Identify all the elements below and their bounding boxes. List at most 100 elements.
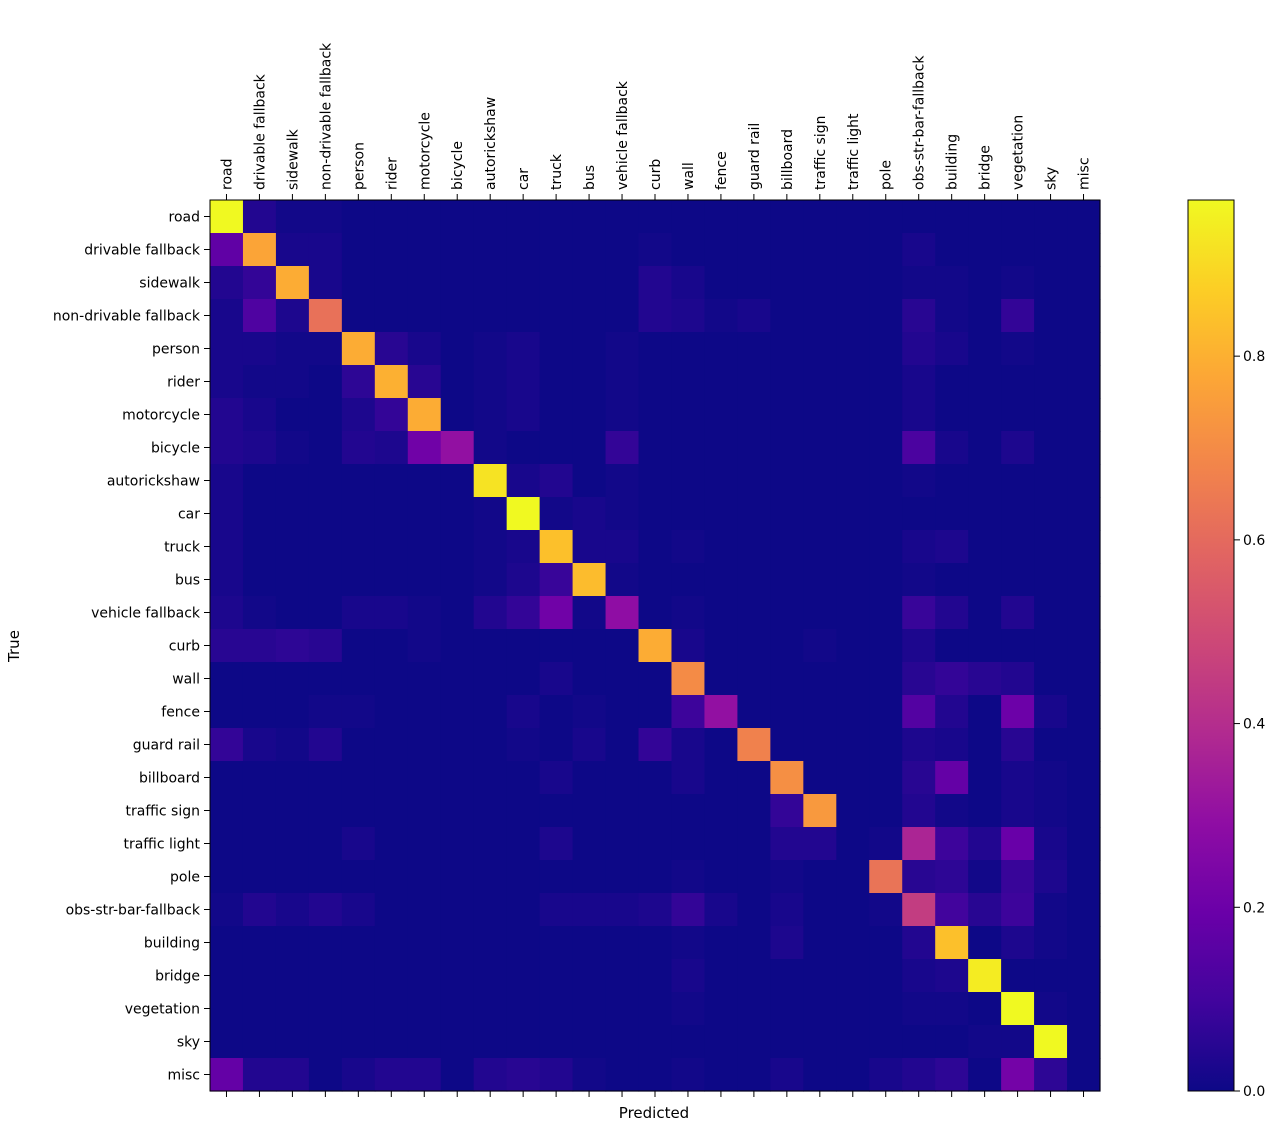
heatmap-cell (968, 563, 1002, 597)
heatmap-cell (473, 662, 508, 696)
heatmap-cell (1001, 629, 1035, 663)
y-tick-label: obs-str-bar-fallback (66, 903, 201, 919)
heatmap-cell (1034, 926, 1068, 960)
heatmap-cell (572, 266, 607, 300)
heatmap-cell (1001, 794, 1035, 828)
heatmap-cell (935, 332, 969, 366)
heatmap-cell (539, 530, 574, 564)
y-axis-ticks: road drivable fallback sidewalk non-drivabl… (53, 210, 210, 1084)
heatmap-cell (1034, 893, 1068, 927)
heatmap-cell (605, 728, 640, 762)
heatmap-cell (935, 662, 969, 696)
heatmap-cell (308, 959, 343, 993)
heatmap-cell (210, 266, 244, 300)
heatmap-cell (704, 497, 738, 531)
heatmap-cell (671, 959, 706, 993)
heatmap-cell (242, 365, 277, 399)
heatmap-cell (242, 959, 277, 993)
heatmap-cell (341, 365, 376, 399)
heatmap-cell (968, 728, 1002, 762)
heatmap-cell (902, 563, 936, 597)
heatmap-cell (1001, 431, 1035, 465)
heatmap-cell (440, 332, 475, 366)
heatmap-cell (638, 728, 673, 762)
heatmap-cell (539, 695, 574, 729)
heatmap-cell (341, 992, 376, 1026)
heatmap-cell (836, 1058, 870, 1092)
x-tick-label: building (945, 134, 961, 190)
heatmap-cell (506, 992, 541, 1026)
heatmap-cell (242, 926, 277, 960)
heatmap-cell (210, 299, 244, 333)
colorbar (1187, 199, 1235, 1092)
heatmap-cell (242, 629, 277, 663)
heatmap-cell (242, 497, 277, 531)
heatmap-cell (737, 497, 771, 531)
heatmap-cell (935, 1058, 969, 1092)
y-tick-label: autorickshaw (107, 474, 200, 490)
heatmap-cell (836, 860, 870, 894)
heatmap-cell (242, 695, 277, 729)
heatmap-cell (935, 398, 969, 432)
heatmap-cell (242, 728, 277, 762)
heatmap-cell (506, 464, 541, 498)
heatmap-cell (572, 596, 607, 630)
heatmap-cell (308, 695, 343, 729)
heatmap-cell (770, 596, 804, 630)
y-tick-label: motorcycle (122, 408, 200, 424)
heatmap-cell (902, 596, 936, 630)
heatmap-cell (275, 827, 310, 861)
heatmap-cell (275, 860, 310, 894)
heatmap-cell (935, 1025, 969, 1059)
heatmap-cell (836, 728, 870, 762)
heatmap-cell (242, 464, 277, 498)
heatmap-cell (638, 662, 673, 696)
heatmap-cell (506, 365, 541, 399)
heatmap-cell (539, 431, 574, 465)
heatmap-cell (902, 629, 936, 663)
heatmap-cell (770, 860, 804, 894)
heatmap-cell (737, 959, 771, 993)
heatmap-cell (935, 530, 969, 564)
heatmap-cell (1001, 266, 1035, 300)
heatmap-cell (1067, 662, 1101, 696)
heatmap-cell (440, 827, 475, 861)
heatmap-cells (210, 200, 1101, 1092)
heatmap-cell (869, 431, 903, 465)
heatmap-cell (473, 860, 508, 894)
heatmap-cell (374, 299, 409, 333)
heatmap-cell (275, 431, 310, 465)
heatmap-cell (374, 728, 409, 762)
heatmap-cell (836, 827, 870, 861)
heatmap-cell (1067, 596, 1101, 630)
heatmap-cell (1067, 959, 1101, 993)
heatmap-cell (572, 365, 607, 399)
heatmap-cell (275, 530, 310, 564)
y-tick-label: billboard (139, 771, 200, 787)
heatmap-cell (506, 332, 541, 366)
heatmap-cell (374, 662, 409, 696)
heatmap-cell (770, 464, 804, 498)
y-tick-label: bicycle (151, 441, 200, 457)
heatmap-cell (605, 662, 640, 696)
heatmap-cell (869, 530, 903, 564)
heatmap-cell (1067, 332, 1101, 366)
heatmap-cell (374, 431, 409, 465)
heatmap-cell (737, 728, 771, 762)
heatmap-cell (803, 695, 837, 729)
heatmap-cell (671, 563, 706, 597)
heatmap-cell (671, 398, 706, 432)
heatmap-cell (539, 200, 574, 234)
heatmap-cell (638, 464, 673, 498)
heatmap-cell (1067, 464, 1101, 498)
heatmap-cell (803, 1058, 837, 1092)
x-tick-label: wall (681, 162, 697, 190)
heatmap-cell (968, 497, 1002, 531)
heatmap-cell (638, 794, 673, 828)
heatmap-cell (671, 926, 706, 960)
heatmap-cell (935, 761, 969, 795)
heatmap-cell (869, 365, 903, 399)
heatmap-cell (210, 497, 244, 531)
heatmap-cell (341, 893, 376, 927)
heatmap-cell (440, 266, 475, 300)
